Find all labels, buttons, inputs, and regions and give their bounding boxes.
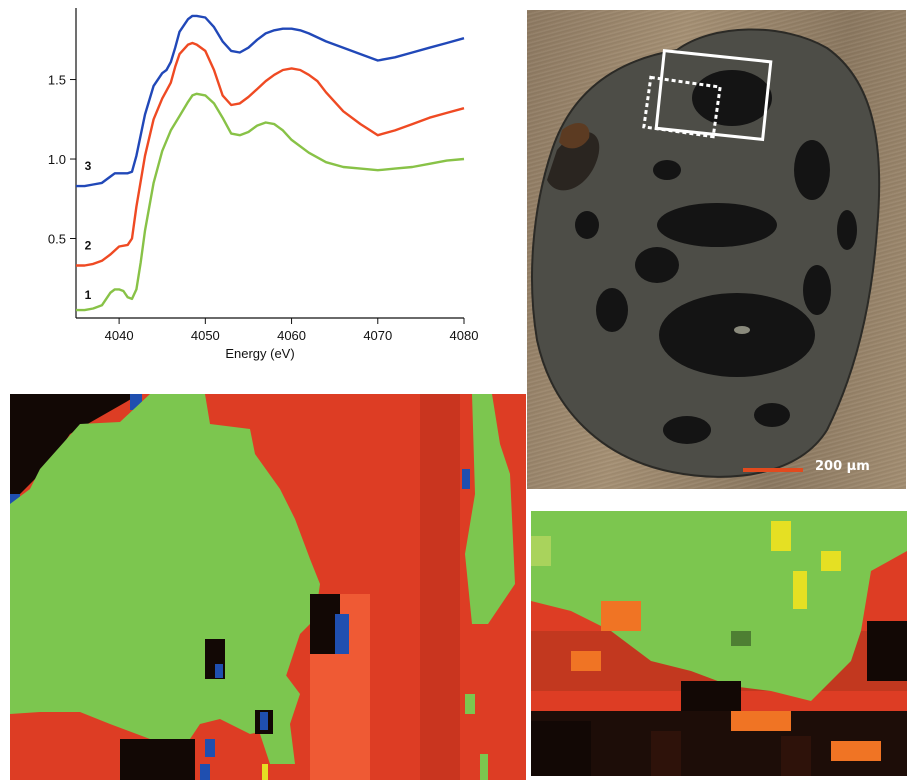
map-small-dark-cluster <box>531 721 591 776</box>
map-small-orange-cluster <box>831 741 881 761</box>
map-small-orange-cluster <box>571 651 601 671</box>
grain-rim-brown <box>559 123 590 149</box>
x-tick-label: 4050 <box>191 328 220 343</box>
x-tick-label: 4040 <box>105 328 134 343</box>
map-large-blue-pixel <box>200 764 210 780</box>
x-tick-label: 4060 <box>277 328 306 343</box>
inclusion-highlight <box>734 326 750 334</box>
map-small-green-region <box>531 511 907 701</box>
map-small-yellow-cluster <box>771 521 791 551</box>
curve-label-3: 3 <box>85 159 92 173</box>
y-tick-label: 1.0 <box>48 152 66 167</box>
optical-micrograph: 200 µm <box>527 10 906 489</box>
curve-label-2: 2 <box>85 239 92 253</box>
map-large-green-strip <box>465 394 515 624</box>
map-small-green-speck <box>531 536 551 566</box>
map-small-dark-cluster <box>681 681 741 711</box>
map-small-orange-cluster <box>601 601 641 631</box>
x-tick-label: 4080 <box>450 328 479 343</box>
map-small-orange-cluster <box>731 711 791 731</box>
map-large-black-patch <box>120 739 195 780</box>
map-large-blue-pixel <box>260 712 268 730</box>
grain-outline <box>531 28 881 478</box>
map-large-blue-pixel <box>205 739 215 757</box>
map-large-blue-pixel <box>215 664 223 678</box>
chart-labels-layer: 3 2 1 <box>85 159 92 302</box>
dark-inclusions <box>575 70 857 444</box>
map-small-yellow-cluster <box>793 571 807 609</box>
map-small-dark-cluster <box>651 731 681 776</box>
map-small-green-speck <box>731 631 751 646</box>
map-small-dark-cluster <box>781 736 811 776</box>
map-large-blue-pixel <box>462 469 470 489</box>
grain-rim-dark <box>547 131 600 191</box>
map-large-blue-pixel <box>335 614 349 654</box>
x-tick-label: 4070 <box>363 328 392 343</box>
curve-label-1: 1 <box>85 288 92 302</box>
series-line-2 <box>76 41 465 267</box>
map-large-green-region <box>10 394 320 739</box>
scale-bar-label: 200 µm <box>815 459 870 474</box>
region-box-solid <box>654 49 773 142</box>
map-large-red-streak <box>420 394 460 780</box>
series-line-1 <box>76 92 465 312</box>
chart-series-layer <box>76 14 465 312</box>
series-line-3 <box>76 14 465 188</box>
chemical-map-large <box>10 394 526 780</box>
x-axis-title: Energy (eV) <box>225 346 294 361</box>
scale-bar <box>743 468 803 472</box>
chemical-map-small <box>531 511 907 776</box>
map-large-yellow-pixel <box>262 764 268 780</box>
y-tick-label: 1.5 <box>48 73 66 88</box>
map-small-dark-cluster <box>867 621 907 681</box>
chart-axes: 4040 4050 4060 4070 4080 0.5 1.0 1.5 Energy (eV) <box>48 8 479 361</box>
spectra-chart: 4040 4050 4060 4070 4080 0.5 1.0 1.5 Energy (eV)… <box>48 8 479 361</box>
map-large-black-corner <box>10 394 140 514</box>
micrograph-drawing <box>531 28 881 478</box>
y-tick-label: 0.5 <box>48 232 66 247</box>
map-large-green-speck <box>480 754 488 780</box>
map-small-yellow-cluster <box>821 551 841 571</box>
map-large-green-speck <box>465 694 475 714</box>
